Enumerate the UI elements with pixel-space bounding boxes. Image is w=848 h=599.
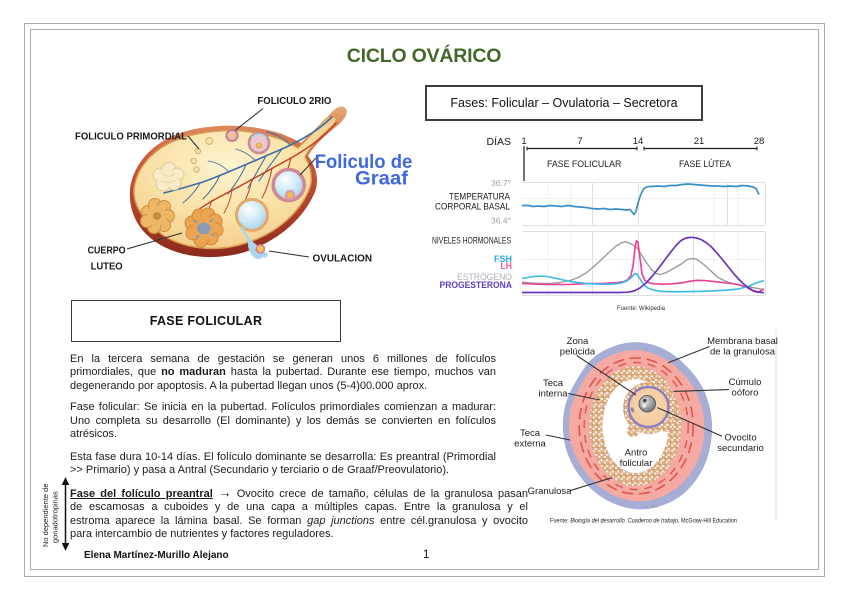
- svg-text:Foliculo de: Foliculo de: [315, 152, 413, 173]
- svg-text:FASE FOLICULAR: FASE FOLICULAR: [547, 159, 621, 170]
- svg-text:7: 7: [577, 136, 582, 147]
- svg-text:1: 1: [521, 136, 526, 147]
- svg-text:FOLICULO 2RIO: FOLICULO 2RIO: [257, 95, 331, 107]
- svg-text:TEMPERATURA: TEMPERATURA: [449, 192, 510, 202]
- svg-text:28: 28: [754, 136, 765, 147]
- svg-text:PROGESTERONA: PROGESTERONA: [440, 280, 513, 290]
- svg-text:Cúmulo: Cúmulo: [729, 377, 762, 388]
- svg-text:Fuente: Wikipedia: Fuente: Wikipedia: [617, 306, 666, 312]
- svg-text:Antro: Antro: [625, 448, 648, 459]
- svg-text:No dependiente de: No dependiente de: [41, 484, 50, 547]
- svg-text:DÍAS: DÍAS: [486, 135, 511, 148]
- svg-text:Granulosa: Granulosa: [528, 486, 573, 497]
- svg-text:folicular: folicular: [620, 458, 653, 469]
- svg-text:Graaf: Graaf: [355, 169, 409, 190]
- svg-text:Teca: Teca: [543, 378, 564, 389]
- svg-text:N. Jm: N. Jm: [645, 504, 657, 509]
- svg-text:LUTEO: LUTEO: [91, 260, 123, 272]
- svg-text:36.4°: 36.4°: [491, 216, 511, 226]
- svg-text:externa: externa: [514, 439, 546, 450]
- svg-text:OVULACION: OVULACION: [313, 253, 373, 265]
- svg-text:interna: interna: [538, 389, 568, 400]
- svg-text:21: 21: [694, 136, 705, 147]
- svg-text:FSH: FSH: [494, 254, 512, 265]
- svg-text:FASE LÚTEA: FASE LÚTEA: [679, 159, 732, 170]
- svg-text:secundario: secundario: [717, 443, 763, 454]
- svg-text:36.7°: 36.7°: [491, 178, 511, 188]
- svg-text:CORPORAL BASAL: CORPORAL BASAL: [435, 202, 510, 212]
- svg-text:pelúcida: pelúcida: [560, 347, 596, 358]
- svg-text:Ovocito: Ovocito: [724, 433, 756, 444]
- svg-text:CUERPO: CUERPO: [88, 245, 126, 257]
- svg-text:LH: LH: [501, 261, 513, 272]
- svg-text:Fuente: Biología del desarroll: Fuente: Biología del desarrollo. Cuadern…: [550, 519, 737, 525]
- svg-text:14: 14: [633, 136, 644, 147]
- svg-text:ESTRÓGENO: ESTRÓGENO: [457, 272, 512, 282]
- svg-text:Zona: Zona: [567, 336, 589, 347]
- svg-text:Teca: Teca: [520, 428, 541, 439]
- svg-text:Membrana basal: Membrana basal: [707, 336, 778, 347]
- svg-text:oóforo: oóforo: [732, 388, 759, 399]
- svg-text:gonadotropinas: gonadotropinas: [51, 491, 60, 543]
- svg-text:FOLICULO PRIMORDIAL: FOLICULO PRIMORDIAL: [75, 131, 188, 143]
- svg-text:NIVELES HORMONALES: NIVELES HORMONALES: [432, 236, 511, 246]
- svg-text:de la granulosa: de la granulosa: [710, 347, 776, 358]
